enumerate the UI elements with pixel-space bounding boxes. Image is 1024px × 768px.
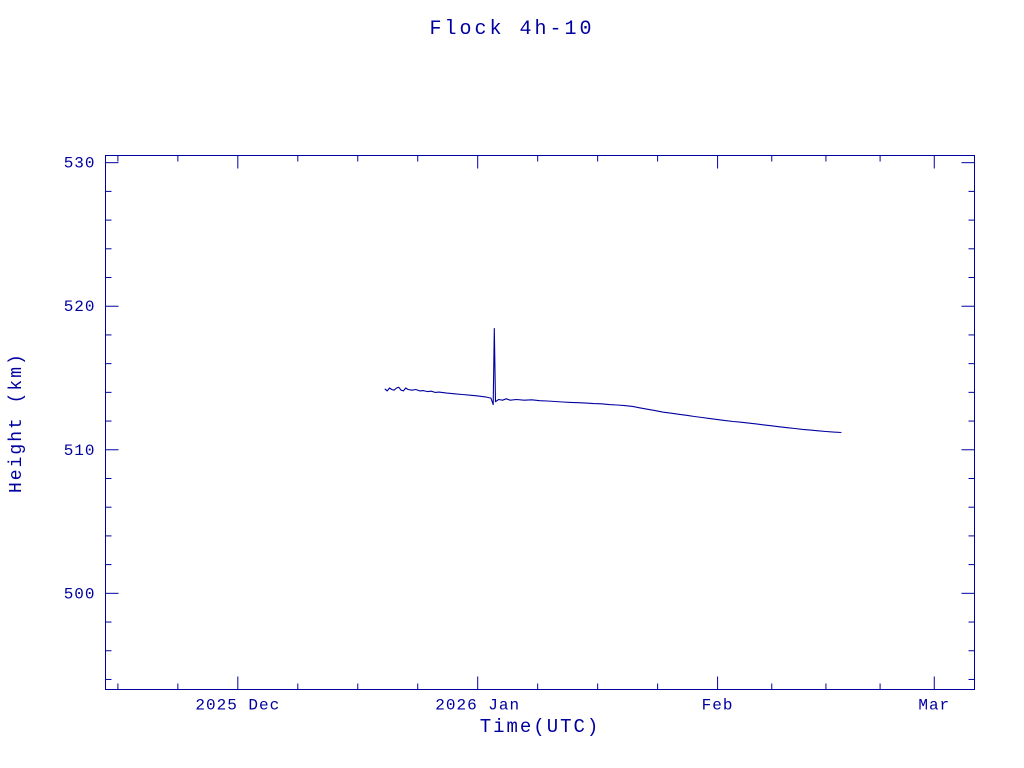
x-tick-label: Feb: [702, 697, 734, 715]
x-tick-label: Mar: [918, 697, 950, 715]
x-axis-label: Time(UTC): [479, 716, 601, 738]
chart-title: Flock 4h-10: [429, 18, 595, 41]
y-tick-label: 510: [64, 442, 96, 460]
x-tick-label: 2026 Jan: [435, 697, 520, 715]
x-tick-label: 2025 Dec: [195, 697, 280, 715]
y-tick-label: 530: [64, 155, 96, 173]
y-tick-label: 520: [64, 298, 96, 316]
plot-frame: [105, 155, 975, 690]
y-tick-label: 500: [64, 585, 96, 603]
data-line: [384, 327, 842, 434]
